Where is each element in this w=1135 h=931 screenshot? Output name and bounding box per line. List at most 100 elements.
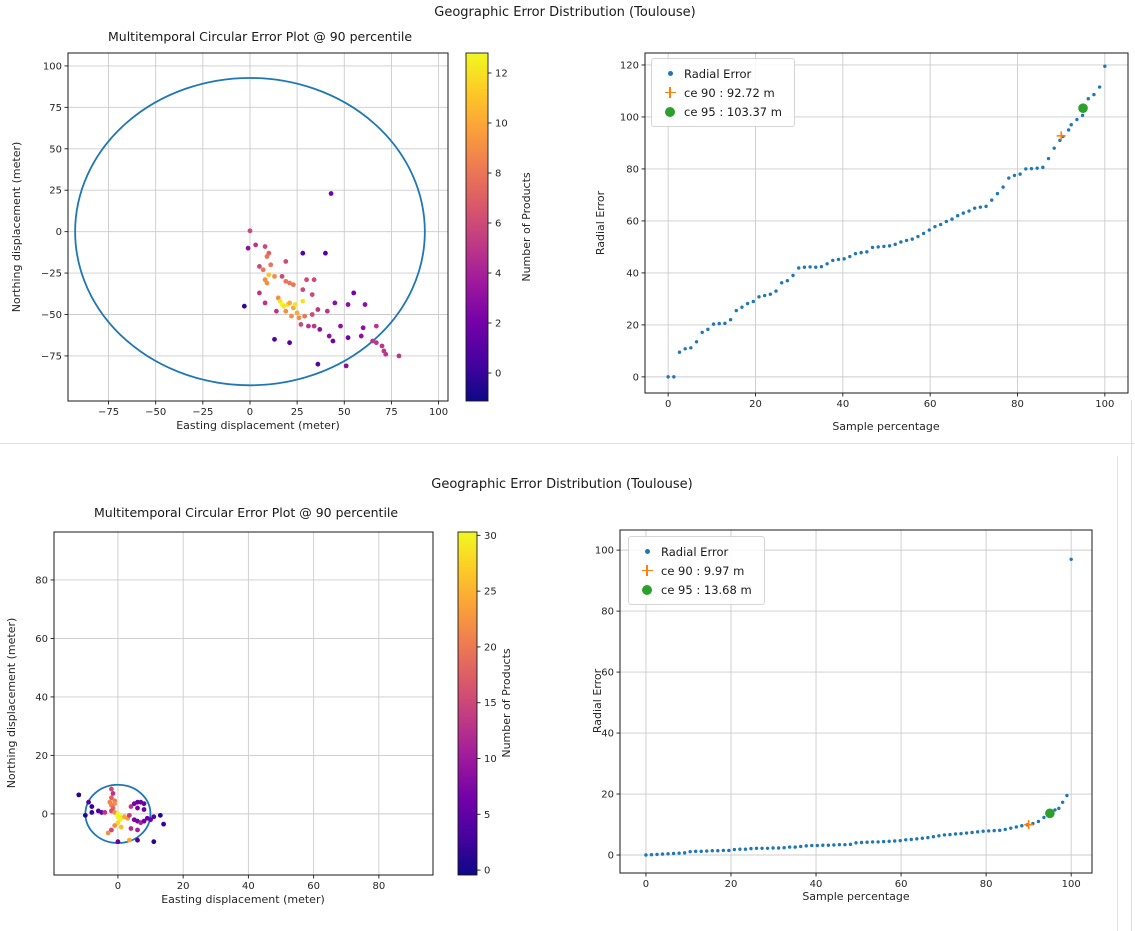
svg-text:0: 0	[56, 227, 62, 238]
svg-text:40: 40	[836, 399, 849, 410]
svg-text:10: 10	[484, 754, 497, 765]
svg-text:−50: −50	[145, 407, 166, 418]
svg-text:0: 0	[495, 369, 501, 380]
svg-text:60: 60	[601, 668, 614, 679]
legend-label: ce 95 : 13.68 m	[661, 582, 752, 597]
scatter-plot-title: Multitemporal Circular Error Plot @ 90 p…	[108, 29, 413, 44]
svg-text:−75: −75	[41, 351, 62, 362]
legend-entry-ce95: ce 95 : 13.68 m	[633, 580, 752, 599]
svg-text:75: 75	[385, 407, 398, 418]
svg-text:40: 40	[242, 881, 255, 892]
svg-text:15: 15	[484, 698, 497, 709]
ce95-circle-icon	[656, 106, 684, 117]
svg-text:40: 40	[626, 268, 639, 279]
ce95-circle-icon	[633, 584, 661, 595]
legend-label: ce 90 : 92.72 m	[684, 85, 775, 100]
svg-text:60: 60	[307, 881, 320, 892]
svg-text:0: 0	[484, 866, 490, 877]
svg-text:0: 0	[643, 879, 649, 890]
svg-text:6: 6	[495, 219, 501, 230]
radial-y-axis-label: Radial Error	[591, 668, 604, 734]
svg-text:20: 20	[749, 399, 762, 410]
svg-text:75: 75	[49, 103, 62, 114]
panel-border-outer	[1131, 400, 1132, 931]
svg-text:30: 30	[484, 531, 497, 542]
svg-text:0: 0	[608, 851, 614, 862]
radial-x-axis-label: Sample percentage	[832, 420, 940, 433]
legend-label: ce 90 : 9.97 m	[661, 563, 745, 578]
legend: Radial Error ce 90 : 9.97 m ce 95 : 13.6…	[628, 536, 765, 605]
legend-entry-ce90: ce 90 : 9.97 m	[633, 561, 752, 580]
svg-text:0: 0	[665, 399, 671, 410]
svg-text:5: 5	[484, 810, 490, 821]
svg-text:20: 20	[35, 751, 48, 762]
svg-text:80: 80	[1011, 399, 1024, 410]
svg-text:80: 80	[980, 879, 993, 890]
scatter-x-axis-label: Easting displacement (meter)	[161, 893, 325, 906]
radial-y-axis-label: Radial Error	[594, 190, 607, 256]
svg-text:25: 25	[484, 587, 497, 598]
svg-text:2: 2	[495, 319, 501, 330]
svg-text:20: 20	[177, 881, 190, 892]
svg-text:80: 80	[601, 607, 614, 618]
svg-text:20: 20	[626, 320, 639, 331]
svg-text:100: 100	[429, 407, 448, 418]
colorbar-label: Number of Products	[500, 648, 513, 758]
svg-text:20: 20	[601, 790, 614, 801]
legend-entry-ce90: ce 90 : 92.72 m	[656, 83, 782, 102]
figure-separator	[0, 443, 1135, 444]
legend-label: Radial Error	[684, 66, 752, 81]
svg-text:100: 100	[1062, 879, 1081, 890]
colorbar-label: Number of Products	[520, 172, 533, 282]
svg-text:80: 80	[372, 881, 385, 892]
svg-text:0: 0	[633, 372, 639, 383]
svg-text:4: 4	[495, 269, 501, 280]
figure-suptitle: Geographic Error Distribution (Toulouse)	[434, 5, 696, 20]
svg-text:40: 40	[601, 729, 614, 740]
legend-entry-ce95: ce 95 : 103.37 m	[656, 102, 782, 121]
svg-text:100: 100	[620, 112, 639, 123]
svg-text:60: 60	[924, 399, 937, 410]
svg-text:−50: −50	[41, 310, 62, 321]
svg-text:25: 25	[49, 186, 62, 197]
svg-text:12: 12	[495, 69, 508, 80]
svg-text:80: 80	[35, 575, 48, 586]
legend-entry-radial-error: Radial Error	[656, 64, 782, 83]
radial-error-dot-icon	[633, 549, 661, 554]
legend-entry-radial-error: Radial Error	[633, 542, 752, 561]
legend: Radial Error ce 90 : 92.72 m ce 95 : 103…	[651, 58, 795, 127]
scatter-y-axis-label: Northing displacement (meter)	[10, 141, 23, 313]
svg-text:60: 60	[35, 634, 48, 645]
svg-text:10: 10	[495, 119, 508, 130]
ce90-plus-icon	[633, 565, 661, 576]
svg-text:0: 0	[115, 881, 121, 892]
svg-text:25: 25	[291, 407, 304, 418]
svg-text:−25: −25	[192, 407, 213, 418]
svg-text:40: 40	[35, 692, 48, 703]
scatter-x-axis-label: Easting displacement (meter)	[176, 419, 340, 432]
svg-text:40: 40	[810, 879, 823, 890]
scatter-plot-title: Multitemporal Circular Error Plot @ 90 p…	[94, 505, 399, 520]
svg-text:80: 80	[626, 164, 639, 175]
radial-error-dot-icon	[656, 71, 684, 76]
svg-text:50: 50	[49, 144, 62, 155]
svg-text:100: 100	[43, 61, 62, 72]
figure-suptitle: Geographic Error Distribution (Toulouse)	[431, 477, 693, 492]
svg-text:8: 8	[495, 169, 501, 180]
svg-text:−75: −75	[98, 407, 119, 418]
panel-border-inner	[1117, 456, 1118, 931]
svg-text:20: 20	[484, 642, 497, 653]
ce90-plus-icon	[656, 87, 684, 98]
svg-text:0: 0	[42, 809, 48, 820]
svg-text:60: 60	[895, 879, 908, 890]
legend-label: ce 95 : 103.37 m	[684, 104, 782, 119]
svg-text:100: 100	[595, 546, 614, 557]
svg-text:60: 60	[626, 216, 639, 227]
svg-text:50: 50	[338, 407, 351, 418]
svg-text:20: 20	[725, 879, 738, 890]
radial-x-axis-label: Sample percentage	[802, 890, 910, 903]
svg-text:100: 100	[1095, 399, 1114, 410]
svg-text:−25: −25	[41, 269, 62, 280]
